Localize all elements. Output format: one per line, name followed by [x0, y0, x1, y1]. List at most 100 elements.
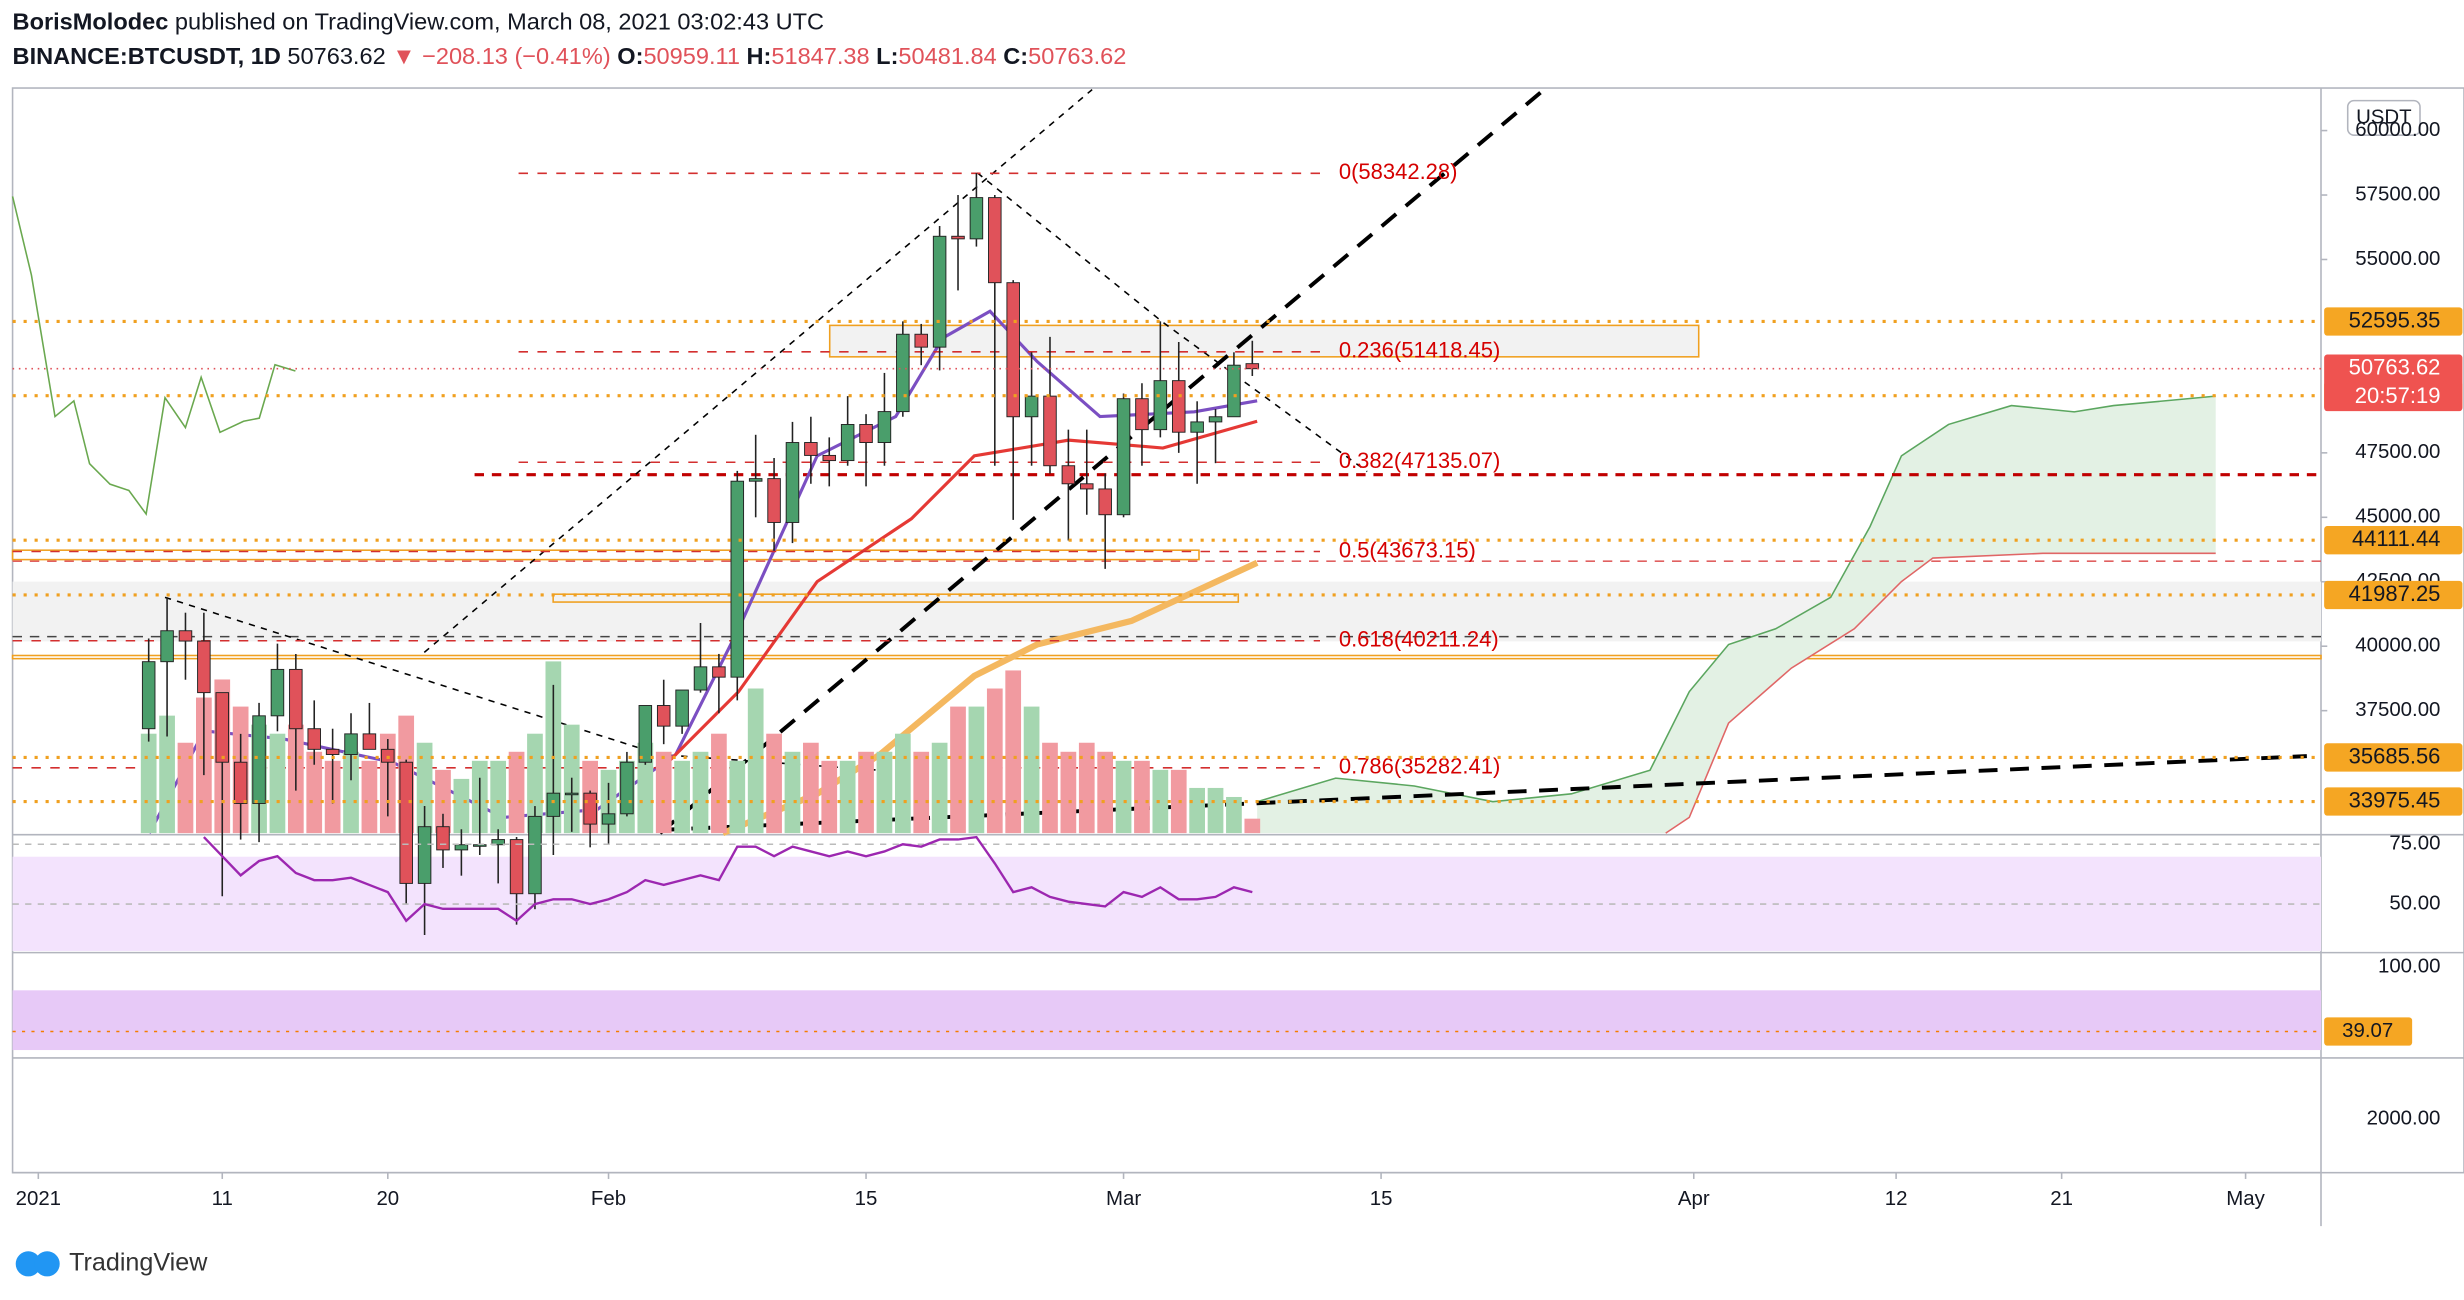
volume-bar	[453, 778, 470, 834]
candle-body	[822, 454, 837, 462]
volume-bar	[1042, 742, 1058, 834]
level-tag	[2324, 307, 2463, 336]
author: BorisMolodec	[13, 9, 169, 35]
x-tick-label: Mar	[1106, 1188, 1141, 1210]
o-value: 50959.11	[643, 43, 740, 69]
volume-bar	[306, 751, 323, 834]
zone	[12, 581, 2321, 642]
volume-bar	[269, 733, 286, 834]
rsi-tick-label: 75.00	[2389, 833, 2440, 855]
candle-body	[656, 705, 671, 727]
candle-body	[767, 478, 781, 523]
volume-bar	[177, 742, 194, 834]
volume-bar	[674, 760, 690, 834]
header-line-2: BINANCE:BTCUSDT, 1D 50763.62 ▼ −208.13 (…	[13, 43, 1127, 69]
footer: TradingView	[69, 1248, 208, 1276]
level-tag	[2324, 787, 2463, 816]
candle-body	[546, 792, 561, 817]
y-tick-label: 37500.00	[2355, 699, 2440, 721]
candle-body	[399, 761, 413, 884]
trend-line	[976, 172, 1368, 473]
level-tag	[2324, 580, 2463, 610]
h-value: 51847.38	[771, 43, 869, 69]
candle-body	[1190, 421, 1204, 433]
volume-bar	[1189, 787, 1205, 834]
c-value: 50763.62	[1028, 43, 1126, 69]
candle-body	[215, 692, 230, 763]
change: ▼ −208.13 (−0.41%)	[392, 43, 610, 69]
x-tick-label: 12	[1885, 1188, 1908, 1210]
volume-bar	[894, 733, 911, 834]
volume-bar	[1097, 751, 1114, 834]
volume-bar	[1134, 760, 1150, 834]
y-tick-label: 45000.00	[2355, 506, 2440, 528]
l-label: L:	[876, 43, 898, 69]
currency: USDT	[2356, 106, 2412, 128]
candle-body	[712, 666, 726, 678]
level-tag	[2324, 743, 2463, 772]
o-label: O:	[617, 43, 643, 69]
candle-body	[491, 839, 505, 846]
volume-bar	[784, 751, 801, 834]
candle-body	[693, 666, 708, 691]
moving-average	[658, 419, 1258, 772]
level-label: 35685.56	[2349, 743, 2441, 768]
candle-body	[1171, 380, 1186, 433]
volume-bar	[1207, 787, 1224, 834]
volume-bar	[416, 742, 433, 834]
candle-body	[748, 478, 763, 482]
volume-bar	[931, 742, 948, 834]
zone-box	[11, 549, 1200, 561]
candle-body	[951, 235, 965, 240]
x-tick-label: Feb	[591, 1188, 626, 1210]
candle-body	[564, 792, 579, 796]
volume-bar	[361, 760, 378, 834]
level-label: 44111.44	[2352, 526, 2440, 551]
candle-body	[1006, 282, 1020, 418]
candle-body	[436, 826, 450, 851]
volume-bar	[1005, 670, 1022, 834]
rsi-tick-label: 50.00	[2389, 892, 2440, 914]
rsi-line	[203, 835, 1253, 923]
volume-bar	[692, 751, 709, 834]
candle-body	[1227, 364, 1241, 418]
level-label: 41987.25	[2349, 581, 2441, 606]
header-line-1: BorisMolodec published on TradingView.co…	[13, 9, 824, 35]
y-tick-label: 55000.00	[2355, 248, 2440, 270]
candle-body	[804, 442, 818, 456]
candle-body	[1098, 488, 1112, 516]
y-tick-label: 57500.00	[2355, 183, 2440, 205]
candle-body	[307, 728, 321, 750]
candle-body	[638, 705, 653, 763]
logo	[15, 1251, 60, 1277]
volume-bar	[839, 760, 856, 834]
volume-bar	[159, 715, 175, 834]
span-a	[1256, 395, 2216, 803]
candle-body	[620, 761, 634, 815]
stoch-tick-label: 100.00	[2378, 956, 2440, 978]
volume-bar	[1244, 818, 1261, 834]
volume-bar	[1078, 742, 1095, 834]
level-tag	[2324, 526, 2463, 555]
candle-body	[270, 668, 285, 717]
candle-body	[1080, 483, 1094, 490]
candle-body	[675, 689, 689, 727]
candle-body	[1135, 398, 1149, 431]
trend-line	[658, 84, 1550, 835]
ichimoku-cloud	[1257, 396, 2216, 834]
countdown: 20:57:19	[2355, 383, 2441, 408]
candle-body	[969, 197, 984, 240]
volume-bar	[508, 751, 525, 834]
level-label: 52595.35	[2349, 307, 2441, 332]
x-tick-label: 15	[1370, 1188, 1393, 1210]
candle-body	[141, 661, 156, 730]
volume-bar	[655, 751, 672, 834]
candle-body	[1024, 395, 1039, 418]
lagging-span	[11, 196, 296, 517]
currency-box	[2346, 99, 2421, 136]
stoch-last-label: 39.07	[2342, 1020, 2393, 1042]
stoch-band	[12, 990, 2321, 1051]
zone-box	[11, 654, 2322, 660]
